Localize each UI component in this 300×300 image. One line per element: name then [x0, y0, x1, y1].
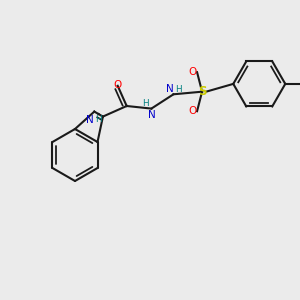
Text: S: S — [198, 85, 206, 98]
Text: H: H — [95, 115, 102, 124]
Text: N: N — [86, 115, 94, 124]
Text: H: H — [142, 99, 149, 108]
Text: O: O — [114, 80, 122, 90]
Text: H: H — [175, 85, 182, 94]
Text: N: N — [148, 110, 156, 120]
Text: O: O — [188, 67, 196, 77]
Text: N: N — [166, 84, 173, 94]
Text: O: O — [188, 106, 196, 116]
